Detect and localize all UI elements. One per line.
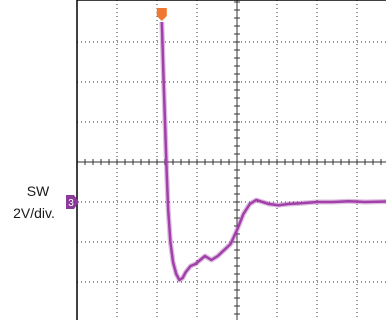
trace-glow — [159, 21, 386, 283]
channel-name-label: SW — [27, 183, 50, 199]
channel-marker-label: 3 — [68, 198, 74, 209]
plot-frame — [76, 0, 386, 320]
trigger-marker-icon — [156, 8, 167, 21]
sw-trace-line — [160, 21, 386, 282]
grid — [76, 0, 386, 320]
marker-layer: 3 — [66, 8, 167, 209]
channel-scale-label: 2V/div. — [13, 205, 55, 221]
trace-layer — [159, 21, 386, 283]
channel-ground-marker-icon — [66, 195, 79, 209]
